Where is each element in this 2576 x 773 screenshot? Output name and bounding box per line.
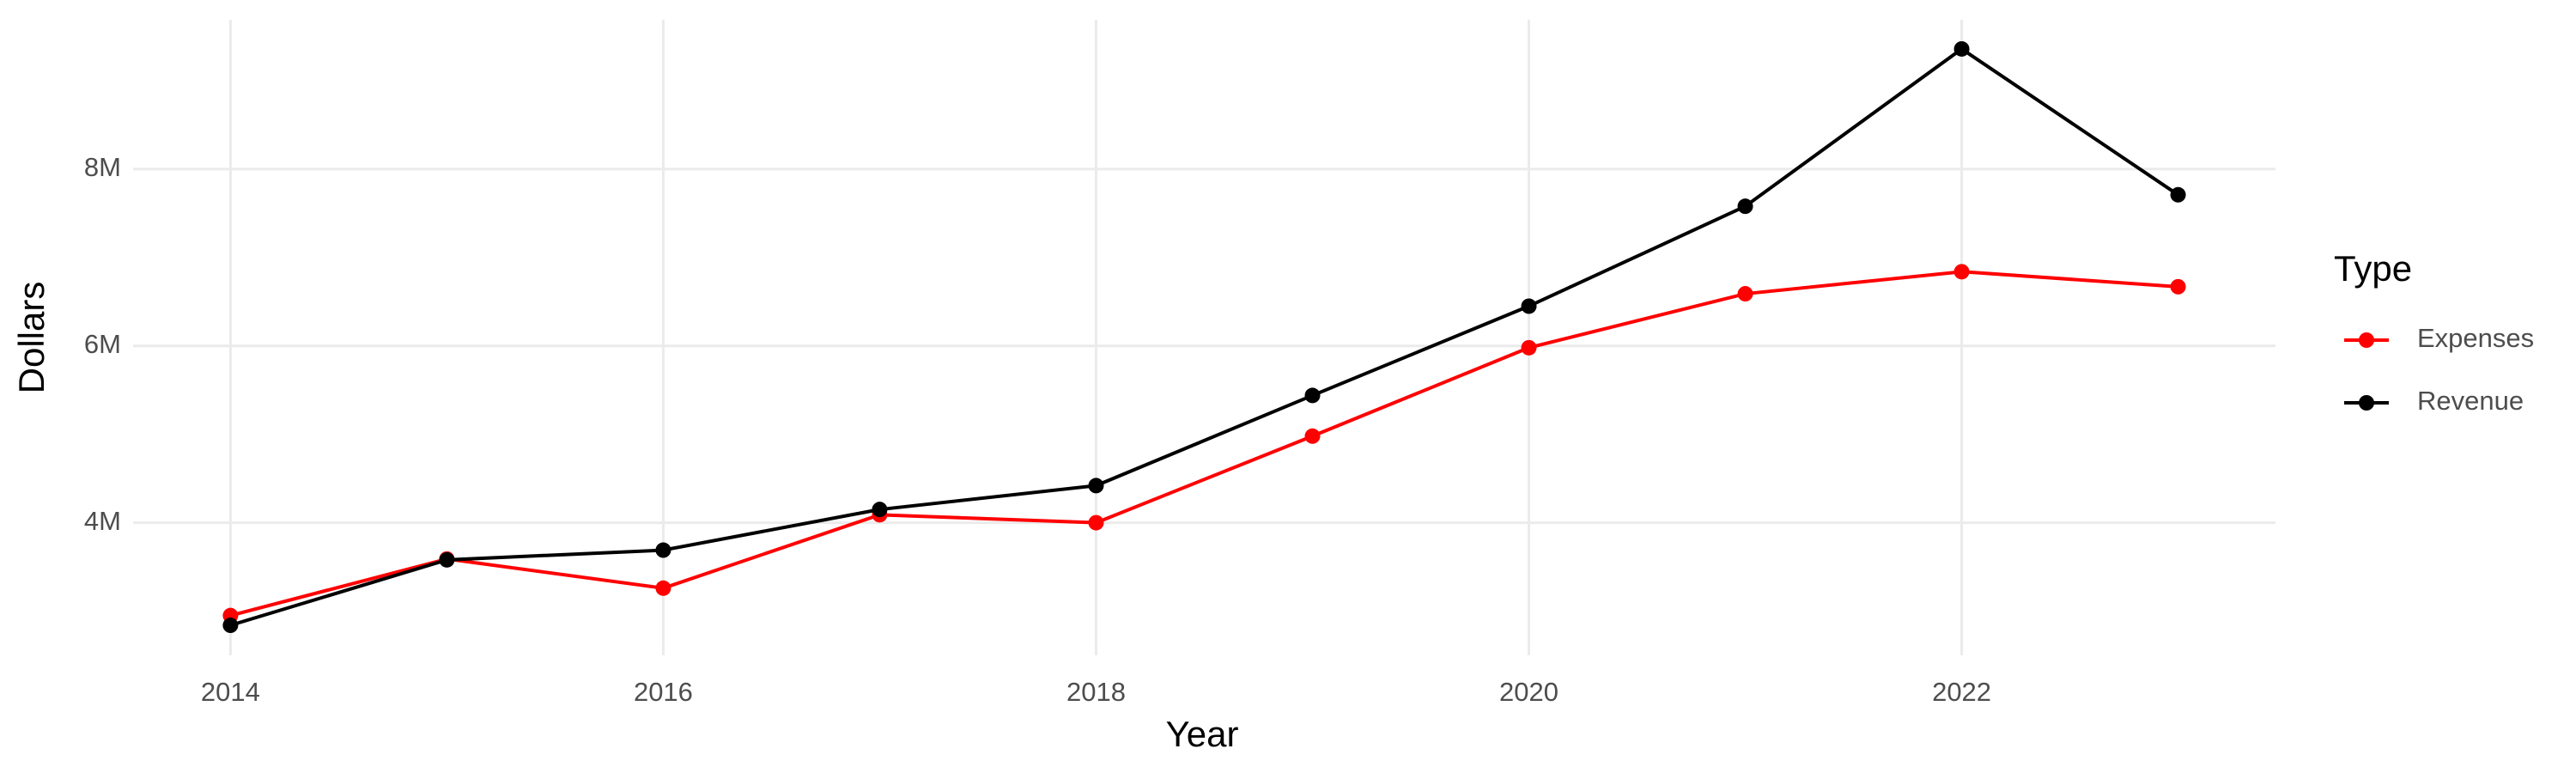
x-tick-label: 2022 <box>1932 677 1991 707</box>
legend-label: Expenses <box>2417 323 2534 353</box>
x-tick-label: 2016 <box>634 677 693 707</box>
legend-label: Revenue <box>2417 386 2524 416</box>
x-axis-title: Year <box>1166 714 1239 754</box>
data-point <box>1737 286 1753 302</box>
y-tick-label: 8M <box>84 152 121 182</box>
data-point <box>1953 264 1970 280</box>
y-axis-title: Dollars <box>11 282 52 394</box>
data-point <box>2170 278 2186 295</box>
data-point <box>2170 186 2186 203</box>
x-tick-label: 2014 <box>201 677 260 707</box>
data-point <box>1304 428 1321 444</box>
data-point <box>222 618 239 634</box>
data-point <box>1953 40 1970 57</box>
legend-key-point <box>2359 395 2374 411</box>
series-line <box>229 46 2179 627</box>
x-tick-label: 2020 <box>1499 677 1558 707</box>
legend-key-point <box>2359 332 2374 348</box>
data-point <box>1088 514 1104 531</box>
data-point <box>1521 339 1537 356</box>
y-tick-label: 6M <box>84 329 121 359</box>
data-point <box>655 542 671 558</box>
data-point <box>1737 198 1753 215</box>
data-point <box>655 580 671 596</box>
data-point <box>1088 478 1104 494</box>
data-point <box>1521 298 1537 314</box>
data-point <box>872 502 888 518</box>
y-tick-label: 4M <box>84 506 121 536</box>
x-tick-label: 2018 <box>1066 677 1126 707</box>
series-line <box>229 270 2178 618</box>
data-point <box>1304 387 1321 404</box>
data-point <box>439 551 455 568</box>
legend-title: Type <box>2334 248 2412 289</box>
